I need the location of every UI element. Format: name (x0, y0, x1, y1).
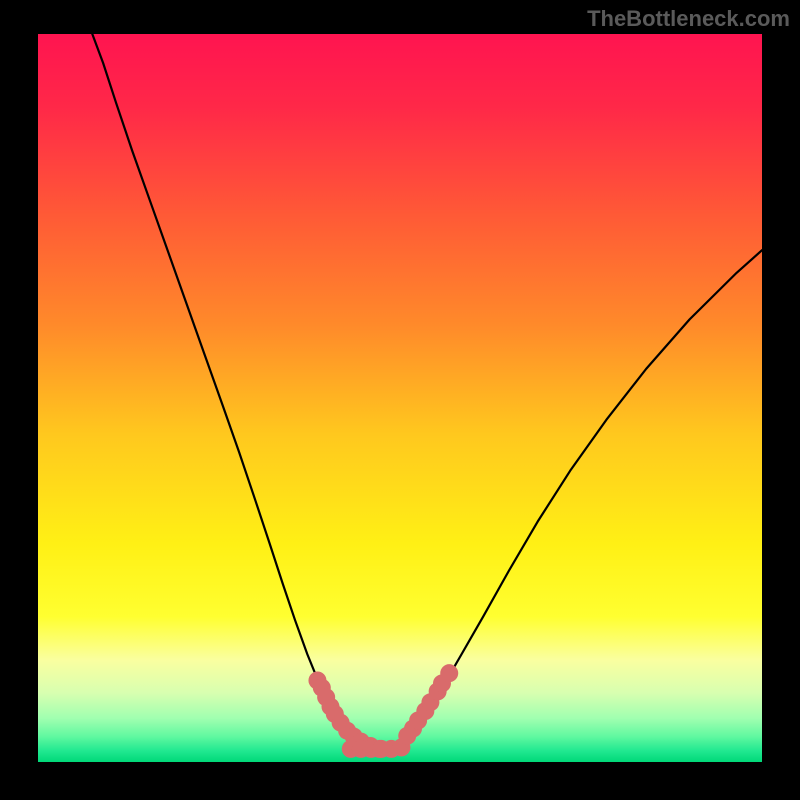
watermark-text: TheBottleneck.com (587, 6, 790, 32)
chart-stage: TheBottleneck.com (0, 0, 800, 800)
plot-svg (38, 34, 762, 762)
plot-area (38, 34, 762, 762)
marker-dot (440, 664, 458, 682)
gradient-background (38, 34, 762, 762)
